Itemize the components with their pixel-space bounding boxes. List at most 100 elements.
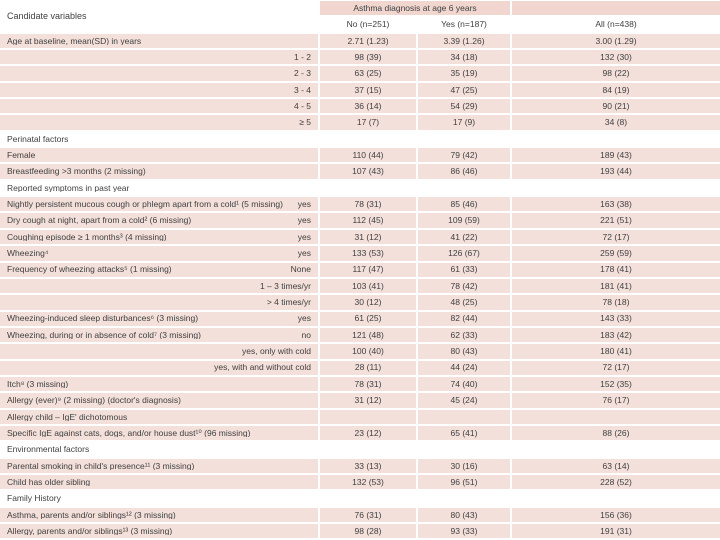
row-label: Age at baseline, mean(SD) in years	[0, 33, 318, 49]
column-header-yes: Yes (n=187)	[441, 19, 487, 30]
cell-all: 191 (31)	[512, 524, 720, 539]
cell-yes: 47 (25)	[418, 82, 510, 98]
row-label: Nightly persistent mucous cough or phleg…	[0, 197, 318, 212]
cell-yes: 45 (24)	[418, 393, 510, 408]
cell-yes	[418, 409, 510, 424]
cell-no: 78 (31)	[320, 197, 416, 212]
cell-yes: 41 (22)	[418, 229, 510, 245]
cell-yes	[418, 491, 510, 505]
cell-all: 259 (59)	[512, 246, 720, 261]
row-label: 1 - 2	[0, 50, 318, 65]
row-label: Frequency of wheezing attacks⁵ (1 missin…	[0, 262, 318, 277]
cell-all: 63 (14)	[512, 458, 720, 473]
cell-all: 72 (17)	[512, 229, 720, 245]
cell-yes: 86 (46)	[418, 164, 510, 179]
cell-all: 78 (18)	[512, 295, 720, 310]
row-label: Parental smoking in child's presence¹¹ (…	[0, 458, 318, 473]
cell-all	[512, 181, 720, 195]
column-header-all: All (n=438)	[595, 19, 637, 30]
row-label: Breastfeeding >3 months (2 missing)	[0, 164, 318, 179]
cell-all: 156 (36)	[512, 507, 720, 522]
cell-all: 143 (33)	[512, 311, 720, 326]
cell-no: 78 (31)	[320, 376, 416, 392]
cell-no: 61 (25)	[320, 311, 416, 326]
cell-all	[512, 132, 720, 146]
row-label: 3 - 4	[0, 82, 318, 98]
cell-yes: 74 (40)	[418, 376, 510, 392]
cell-yes: 62 (33)	[418, 327, 510, 343]
row-label: Asthma, parents and/or siblings¹² (3 mis…	[0, 507, 318, 522]
row-sub-label: yes, with and without cold	[214, 362, 311, 373]
cell-yes: 30 (16)	[418, 458, 510, 473]
row-label: > 4 times/yr	[0, 295, 318, 310]
cell-yes: 54 (29)	[418, 99, 510, 114]
row-label: Allergy child – IgE' dichotomous	[0, 409, 318, 424]
row-sub-label: yes	[297, 313, 311, 324]
cell-yes: 35 (19)	[418, 66, 510, 81]
row-label: 4 - 5	[0, 99, 318, 114]
row-label: Wheezing-induced sleep disturbances⁶ (3 …	[0, 311, 318, 326]
cell-no: 98 (39)	[320, 50, 416, 65]
cell-no: 98 (28)	[320, 524, 416, 539]
row-label: 2 - 3	[0, 66, 318, 81]
cell-all: 88 (26)	[512, 425, 720, 441]
cell-yes	[418, 181, 510, 195]
cell-yes	[418, 442, 510, 456]
cell-all: 163 (38)	[512, 197, 720, 212]
cell-all: 183 (42)	[512, 327, 720, 343]
cell-yes: 85 (46)	[418, 197, 510, 212]
cell-yes: 34 (18)	[418, 50, 510, 65]
cell-all: 178 (41)	[512, 262, 720, 277]
cell-no: 28 (11)	[320, 360, 416, 375]
cell-yes	[418, 132, 510, 146]
cell-yes: 109 (59)	[418, 213, 510, 228]
cell-yes: 79 (42)	[418, 148, 510, 163]
row-label: Wheezing⁴ yes	[0, 246, 318, 261]
cell-no	[320, 442, 416, 456]
cell-no: 133 (53)	[320, 246, 416, 261]
cell-all: 189 (43)	[512, 148, 720, 163]
cell-all	[512, 409, 720, 424]
cell-all: 221 (51)	[512, 213, 720, 228]
cell-yes: 17 (9)	[418, 115, 510, 130]
table-title-band-all	[512, 1, 720, 16]
row-label: yes, with and without cold	[0, 360, 318, 375]
row-sub-label: None	[290, 264, 311, 275]
row-label: 1 – 3 times/yr	[0, 278, 318, 294]
cell-no: 31 (12)	[320, 393, 416, 408]
row-sub-label: yes, only with cold	[242, 346, 311, 357]
row-label: Itch⁸ (3 missing)	[0, 376, 318, 392]
cell-yes: 80 (43)	[418, 507, 510, 522]
row-sub-label: yes	[297, 215, 311, 226]
cell-no: 36 (14)	[320, 99, 416, 114]
cell-no: 100 (40)	[320, 344, 416, 359]
row-label: ≥ 5	[0, 115, 318, 130]
row-label: Coughing episode ≥ 1 months³ (4 missing)…	[0, 229, 318, 245]
row-label: Child has older sibling	[0, 474, 318, 490]
cell-all: 84 (19)	[512, 82, 720, 98]
row-sub-label: 1 – 3 times/yr	[259, 280, 311, 291]
cell-no: 31 (12)	[320, 229, 416, 245]
row-sub-label: 4 - 5	[293, 100, 311, 111]
cell-no: 132 (53)	[320, 474, 416, 490]
cell-no: 112 (45)	[320, 213, 416, 228]
cell-no: 17 (7)	[320, 115, 416, 130]
cell-no: 30 (12)	[320, 295, 416, 310]
cell-all: 76 (17)	[512, 393, 720, 408]
cell-all: 181 (41)	[512, 278, 720, 294]
cell-no: 63 (25)	[320, 66, 416, 81]
cell-no: 76 (31)	[320, 507, 416, 522]
cell-no	[320, 181, 416, 195]
candidate-variables-header: Candidate variables	[7, 10, 87, 21]
row-label: yes, only with cold	[0, 344, 318, 359]
cell-no: 23 (12)	[320, 425, 416, 441]
cell-all: 132 (30)	[512, 50, 720, 65]
cell-no: 103 (41)	[320, 278, 416, 294]
row-sub-label: 3 - 4	[293, 84, 311, 95]
cell-no	[320, 409, 416, 424]
cell-all: 90 (21)	[512, 99, 720, 114]
cell-all: 152 (35)	[512, 376, 720, 392]
cell-no	[320, 491, 416, 505]
section-row-label: Family History	[7, 494, 61, 503]
row-sub-label: 1 - 2	[293, 51, 311, 62]
